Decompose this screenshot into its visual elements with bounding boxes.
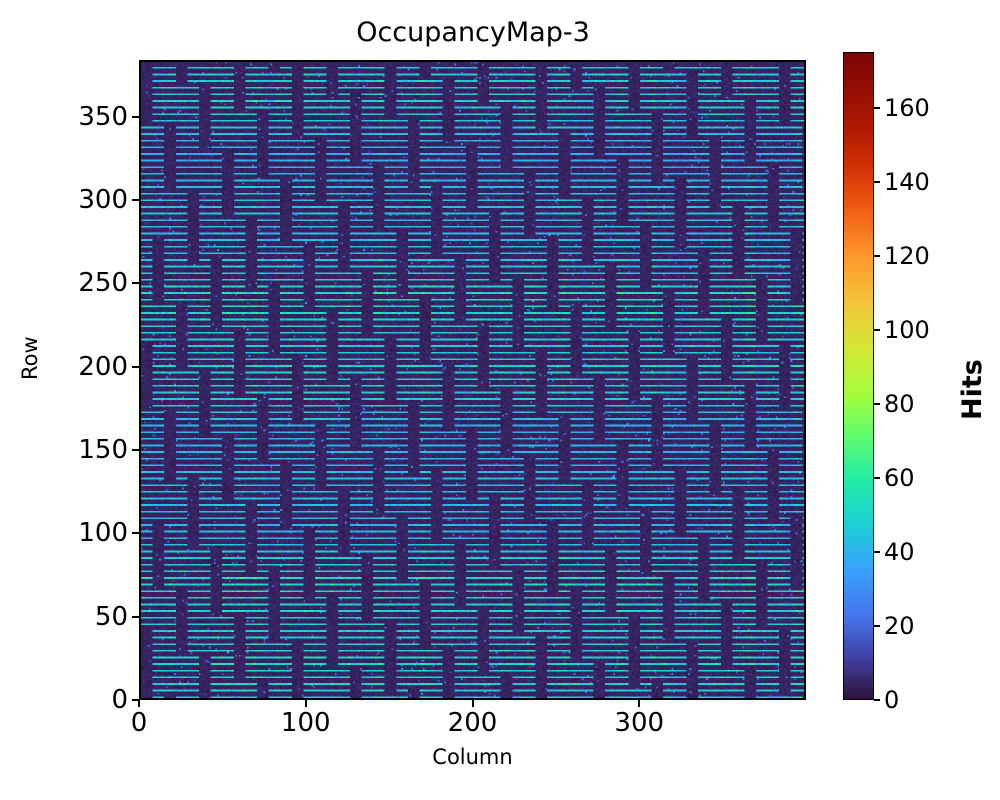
y-tick-mark xyxy=(132,449,139,451)
y-tick-mark xyxy=(132,199,139,201)
y-tick-label: 300 xyxy=(78,185,128,215)
y-tick-mark xyxy=(132,365,139,368)
colorbar-label: Hits xyxy=(957,359,988,420)
y-tick-mark xyxy=(132,532,139,535)
y-tick-label: 50 xyxy=(94,601,128,632)
x-tick-mark xyxy=(304,700,307,707)
colorbar-tick-label: 0 xyxy=(884,686,900,714)
x-tick-label: 100 xyxy=(280,708,331,738)
colorbar-tick-mark xyxy=(874,402,880,405)
colorbar-tick-mark xyxy=(874,699,880,701)
colorbar-tick-mark xyxy=(874,180,880,183)
colorbar xyxy=(843,52,874,700)
colorbar-tick-label: 40 xyxy=(884,537,915,566)
colorbar-tick-label: 160 xyxy=(884,93,930,122)
x-tick-label: 200 xyxy=(447,708,498,738)
colorbar-tick-mark xyxy=(874,624,880,627)
colorbar-gradient xyxy=(843,52,874,700)
colorbar-tick-mark xyxy=(874,550,880,553)
y-axis-label: Row xyxy=(18,336,42,380)
y-tick-label: 250 xyxy=(78,268,128,299)
colorbar-tick-mark xyxy=(874,106,880,109)
x-tick-mark xyxy=(638,700,641,707)
y-tick-label: 100 xyxy=(78,518,128,549)
y-tick-label: 0 xyxy=(111,685,128,715)
colorbar-tick-label: 100 xyxy=(884,315,930,344)
x-tick-mark xyxy=(138,700,140,707)
page-title: OccupancyMap-3 xyxy=(356,17,590,48)
occupancy-heatmap-image xyxy=(141,62,804,698)
x-tick-label: 300 xyxy=(614,708,665,738)
colorbar-tick-mark xyxy=(874,476,880,479)
colorbar-tick-mark xyxy=(874,254,880,257)
colorbar-tick-label: 20 xyxy=(884,611,915,640)
y-tick-mark xyxy=(132,615,139,618)
colorbar-tick-label: 80 xyxy=(884,389,915,418)
x-axis-label: Column xyxy=(432,745,513,769)
y-tick-label: 150 xyxy=(78,435,128,465)
heatmap-plot-area xyxy=(139,60,806,700)
y-tick-mark xyxy=(132,115,139,118)
colorbar-tick-label: 60 xyxy=(884,463,915,492)
y-tick-mark xyxy=(132,282,139,285)
y-tick-mark xyxy=(132,699,139,701)
x-tick-mark xyxy=(471,700,474,707)
colorbar-tick-mark xyxy=(874,328,880,331)
colorbar-tick-label: 140 xyxy=(884,167,930,196)
colorbar-tick-label: 120 xyxy=(884,241,930,270)
y-tick-label: 200 xyxy=(78,351,128,382)
x-tick-label: 0 xyxy=(130,708,148,738)
y-tick-label: 350 xyxy=(78,101,128,132)
